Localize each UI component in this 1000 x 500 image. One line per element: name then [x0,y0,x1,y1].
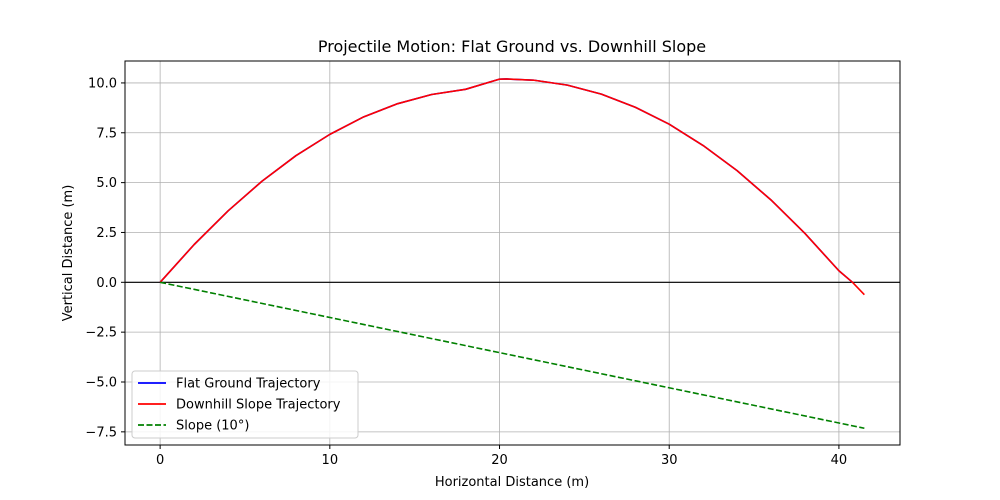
chart-title: Projectile Motion: Flat Ground vs. Downh… [318,37,706,56]
x-axis-label: Horizontal Distance (m) [435,475,589,490]
y-axis-label: Vertical Distance (m) [61,185,76,322]
x-tick-label: 40 [831,453,848,468]
y-tick-label: −2.5 [85,326,117,341]
y-tick-label: 0.0 [96,276,117,291]
legend-box [131,370,359,439]
series-layer [159,78,865,430]
y-tick-label: −7.5 [85,425,117,440]
y-tick-label: 7.5 [96,126,117,141]
plot-frame [124,60,901,446]
legend-label: Downhill Slope Trajectory [176,398,341,413]
legend-label: Flat Ground Trajectory [176,377,321,392]
legend-item-downhill-slope: Downhill Slope Trajectory [138,398,341,413]
x-axis-ticks: 0 10 20 30 40 [156,445,847,468]
y-tick-label: 2.5 [96,226,117,241]
y-axis-ticks: −7.5 −5.0 −2.5 0.0 2.5 5.0 7.5 10.0 [85,76,125,440]
y-tick-label: −5.0 [85,375,117,390]
x-tick-label: 30 [661,453,678,468]
slope-line [159,281,865,430]
x-tick-label: 10 [322,453,339,468]
y-tick-label: 10.0 [88,76,117,91]
legend-item-flat-ground: Flat Ground Trajectory [138,377,321,392]
legend-item-slope: Slope (10°) [138,419,249,434]
legend: Flat Ground Trajectory Downhill Slope Tra… [131,370,359,439]
legend-label: Slope (10°) [176,419,249,434]
downhill-slope-trajectory-line [159,78,865,296]
x-tick-label: 20 [491,453,508,468]
y-tick-label: 5.0 [96,176,117,191]
x-tick-label: 0 [156,453,164,468]
